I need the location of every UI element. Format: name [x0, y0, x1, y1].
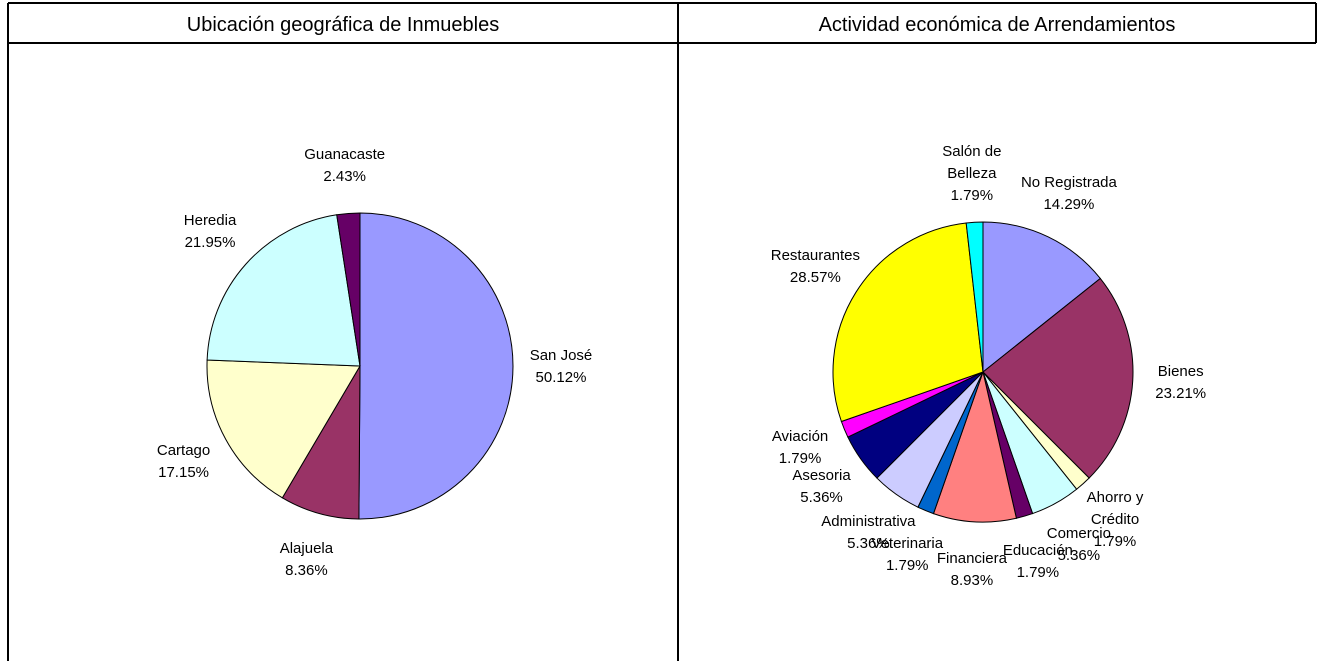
- category-label: Ahorro y Crédito: [1086, 488, 1144, 528]
- data-label: No Registrada 14.29%: [1021, 172, 1117, 216]
- chart-title: Ubicación geográfica de Inmuebles: [186, 14, 500, 36]
- value-label: 50.12%: [535, 368, 587, 386]
- data-label: Heredia 21.95%: [184, 210, 237, 254]
- data-label: Aviación 1.79%: [772, 426, 828, 470]
- category-label: Restaurantes: [770, 246, 860, 264]
- data-label: Asesoria 5.36%: [792, 465, 850, 509]
- data-label: Financiera 8.93%: [937, 548, 1007, 592]
- pie-slice: [206, 359, 361, 499]
- category-label: Bienes: [1157, 363, 1204, 381]
- value-label: 17.15%: [158, 464, 209, 482]
- value-label: 2.43%: [323, 167, 366, 185]
- value-label: 8.36%: [285, 561, 328, 579]
- pie-slice: [206, 214, 361, 367]
- category-label: San José: [529, 346, 593, 364]
- data-label: Comercio 5.36%: [1047, 523, 1111, 567]
- value-label: 23.21%: [1155, 385, 1207, 403]
- data-label: Alajuela 8.36%: [280, 538, 333, 582]
- value-label: 14.29%: [1043, 195, 1095, 213]
- category-label: Asesoria: [792, 466, 851, 484]
- data-label: Ahorro y Crédito 1.79%: [1065, 487, 1165, 553]
- category-label: Administrativa: [821, 513, 916, 531]
- category-label: Heredia: [183, 212, 237, 230]
- pie-slice: [932, 370, 1017, 523]
- data-label: Educación 1.79%: [1003, 540, 1073, 584]
- value-label: 28.57%: [789, 268, 841, 286]
- category-label: Comercio: [1046, 525, 1111, 543]
- data-label: Cartago 17.15%: [157, 440, 210, 484]
- data-label: Restaurantes 28.57%: [771, 245, 860, 289]
- value-label: 1.79%: [885, 556, 929, 574]
- category-label: Alajuela: [279, 539, 334, 557]
- data-label: Bienes 23.21%: [1155, 361, 1206, 405]
- category-label: Veterinaria: [871, 534, 944, 552]
- value-label: 21.95%: [184, 234, 236, 252]
- data-label: Salón de Belleza 1.79%: [922, 141, 1022, 207]
- category-label: Aviación: [771, 427, 829, 445]
- category-label: Salón de Belleza: [942, 143, 1002, 183]
- category-label: Educación: [1002, 542, 1073, 560]
- pie-slice: [336, 212, 361, 367]
- category-label: Cartago: [156, 442, 211, 460]
- value-label: 1.79%: [1016, 564, 1060, 582]
- value-label: 5.36%: [847, 535, 890, 553]
- data-label: San José 50.12%: [530, 345, 593, 389]
- data-label: Guanacaste 2.43%: [304, 144, 385, 188]
- category-label: Financiera: [936, 549, 1007, 567]
- data-label: Administrativa 5.36%: [821, 511, 915, 555]
- category-label: Guanacaste: [304, 145, 386, 163]
- value-label: 1.79%: [950, 187, 994, 205]
- data-label: Veterinaria 1.79%: [871, 533, 943, 577]
- pie-slice: [982, 277, 1134, 479]
- pie-slice: [832, 222, 984, 423]
- value-label: 1.79%: [778, 449, 822, 467]
- pie-slice: [358, 212, 514, 520]
- value-label: 5.36%: [800, 488, 843, 506]
- value-label: 1.79%: [1093, 532, 1137, 550]
- category-label: No Registrada: [1020, 173, 1117, 191]
- pie-slice: [965, 221, 984, 373]
- chart-title: Actividad económica de Arrendamientos: [818, 14, 1176, 36]
- value-label: 5.36%: [1057, 547, 1101, 565]
- value-label: 8.93%: [950, 571, 994, 589]
- pie-slice: [982, 221, 1101, 374]
